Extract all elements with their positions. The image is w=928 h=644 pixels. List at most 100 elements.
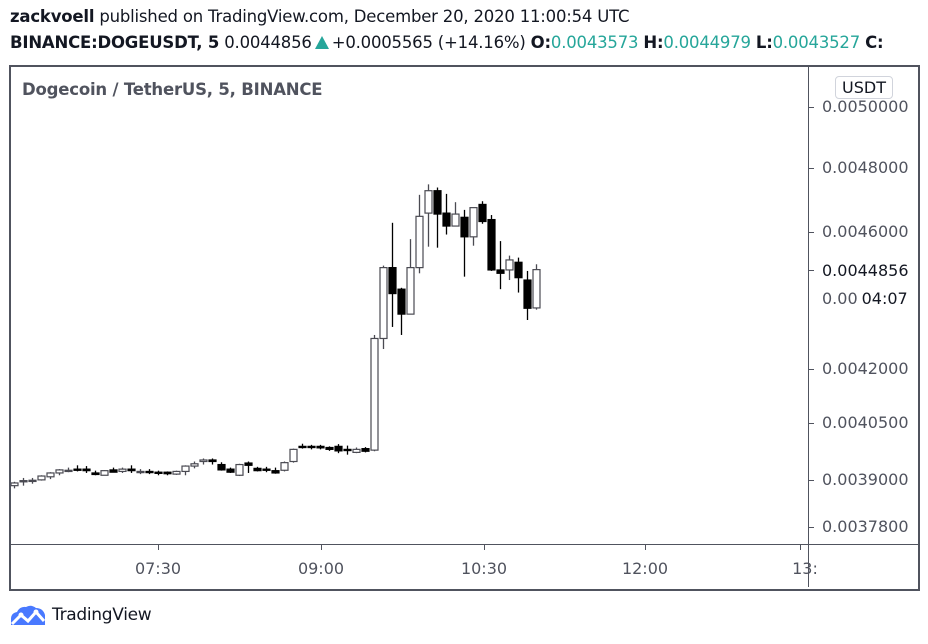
- price-tick-mark: [809, 368, 814, 370]
- candle-up: [46, 472, 55, 480]
- price-tick-mark: [809, 168, 814, 169]
- open-label: O:: [530, 33, 551, 52]
- last-price: 0.0044856: [224, 33, 312, 52]
- high-value: 0.0044979: [663, 33, 751, 52]
- candle-down: [208, 458, 217, 465]
- author-name[interactable]: zackvoell: [10, 7, 95, 26]
- candlestick-plot[interactable]: [11, 67, 808, 544]
- candle-up: [181, 465, 190, 476]
- candle-up: [199, 458, 208, 465]
- tradingview-logo[interactable]: TradingView: [9, 604, 152, 626]
- candle-up: [28, 477, 37, 484]
- candle-up: [451, 202, 460, 227]
- time-tick-mark: [321, 545, 322, 550]
- candle-down: [325, 446, 334, 451]
- candle-down: [298, 443, 307, 449]
- candle-down: [361, 447, 370, 453]
- publish-info: published on TradingView.com, December 2…: [94, 7, 630, 26]
- price-tick-label: 0.0046000: [822, 221, 909, 241]
- candle-up: [406, 239, 415, 315]
- candle-up: [352, 447, 361, 454]
- candle-up: [289, 448, 298, 463]
- candle-down: [109, 467, 118, 473]
- time-tick-label: 13:: [792, 559, 818, 578]
- candle-down: [154, 470, 163, 476]
- price-tick-mark: [809, 231, 814, 233]
- low-value: 0.0043527: [772, 33, 861, 52]
- countdown-price-prefix: 0.00: [822, 289, 858, 308]
- symbol-name[interactable]: BINANCE:DOGEUSDT, 5: [10, 33, 220, 52]
- candle-down: [217, 462, 226, 471]
- price-change: +0.0005565 (+14.16%): [331, 33, 526, 52]
- price-tick-label: 0.0050000: [822, 96, 909, 116]
- current-price-label: 0.0044856: [822, 261, 913, 280]
- brand-name: TradingView: [52, 605, 152, 625]
- time-tick-label: 09:00: [297, 559, 345, 578]
- candle-down: [307, 444, 316, 450]
- candle-up: [532, 264, 541, 310]
- currency-button[interactable]: USDT: [835, 76, 893, 99]
- candle-down: [271, 467, 280, 474]
- candle-up: [235, 463, 244, 477]
- high-label: H:: [643, 33, 664, 52]
- candle-up: [415, 194, 424, 274]
- candle-up: [118, 467, 127, 473]
- candle-down: [334, 444, 343, 454]
- candle-down: [82, 466, 91, 473]
- candle-down: [145, 469, 154, 475]
- time-tick-label: 12:00: [621, 559, 669, 578]
- bar-countdown: 0.00 04:07: [822, 289, 908, 308]
- candle-down: [127, 465, 136, 473]
- chart-frame: [9, 65, 920, 591]
- price-tick-mark: [809, 106, 814, 108]
- candle-up: [172, 470, 181, 475]
- candle-up: [100, 470, 109, 476]
- candle-up: [370, 334, 379, 452]
- candle-down: [487, 215, 496, 271]
- candle-up: [424, 184, 433, 247]
- candle-down: [253, 466, 262, 472]
- candle-down: [397, 287, 406, 335]
- candle-up: [64, 467, 73, 473]
- price-tick-label: 0.0042000: [822, 358, 909, 378]
- price-tick-label: 0.0048000: [822, 158, 909, 177]
- candle-up: [505, 255, 514, 281]
- time-tick-label: 10:30: [460, 559, 508, 578]
- price-axis-divider: [808, 67, 809, 587]
- publish-line: zackvoell published on TradingView.com, …: [10, 7, 630, 26]
- candle-down: [316, 444, 325, 450]
- candle-up: [19, 477, 28, 486]
- countdown-timer: 04:07: [861, 289, 908, 308]
- candle-up: [379, 265, 388, 350]
- low-label: L:: [755, 33, 773, 52]
- up-arrow-icon: [314, 36, 329, 49]
- candle-down: [433, 187, 442, 248]
- time-tick-mark: [645, 545, 646, 550]
- price-tick-mark: [809, 479, 814, 481]
- candle-up: [55, 469, 64, 476]
- candle-down: [343, 445, 352, 455]
- time-tick-mark: [158, 545, 159, 550]
- candle-up: [136, 469, 145, 475]
- candle-down: [388, 222, 397, 327]
- candle-up: [11, 481, 19, 489]
- candle-down: [73, 465, 82, 472]
- price-tick-label: 0.0037800: [822, 516, 909, 536]
- candle-down: [478, 201, 487, 224]
- time-axis-divider: [11, 544, 918, 545]
- candle-down: [460, 209, 469, 277]
- candle-up: [37, 475, 46, 481]
- candle-down: [226, 467, 235, 473]
- candle-down: [244, 461, 253, 473]
- candle-down: [442, 193, 451, 235]
- candle-down: [523, 270, 532, 321]
- open-value: 0.0043573: [550, 33, 639, 52]
- price-tick-label: 0.0040500: [822, 413, 909, 433]
- candle-up: [190, 461, 199, 469]
- price-tick-mark: [809, 526, 814, 528]
- close-label: C:: [865, 33, 884, 52]
- price-tick-mark: [809, 423, 814, 425]
- candle-up: [280, 461, 289, 472]
- time-tick-label: 07:30: [134, 559, 182, 578]
- candle-up: [469, 207, 478, 246]
